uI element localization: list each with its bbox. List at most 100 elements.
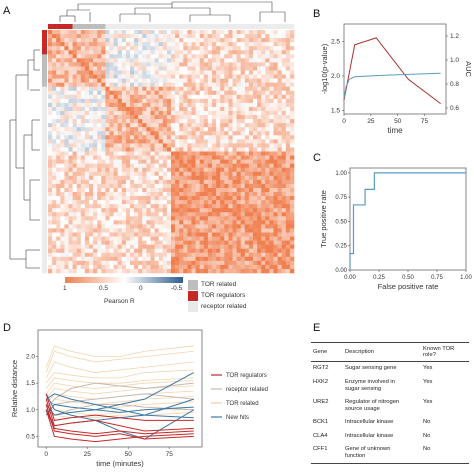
- heatmap-cell: [216, 30, 221, 35]
- heatmap-cell: [117, 123, 123, 128]
- heatmap-cell: [171, 220, 176, 225]
- heatmap-cell: [56, 167, 61, 173]
- heatmap-cell: [76, 187, 82, 193]
- heatmap-cell: [191, 123, 196, 128]
- heatmap-cell: [224, 175, 229, 181]
- heatmap-cell: [158, 151, 164, 156]
- heatmap-cell: [199, 208, 205, 213]
- heatmap-cell: [68, 94, 73, 100]
- heatmap-cell: [228, 175, 233, 181]
- heatmap-cell: [199, 74, 205, 79]
- heatmap-cell: [253, 74, 258, 79]
- heatmap-cell: [109, 224, 114, 229]
- heatmap-cell: [269, 204, 274, 209]
- heatmap-cell: [154, 147, 159, 152]
- heatmap-cell: [175, 192, 180, 197]
- heatmap-cell: [216, 42, 221, 47]
- heatmap-cell: [281, 264, 287, 270]
- heatmap-cell: [146, 90, 151, 96]
- heatmap-cell: [142, 34, 147, 39]
- heatmap-cell: [261, 115, 266, 120]
- heatmap-cell: [125, 42, 131, 47]
- heatmap-cell: [113, 74, 118, 79]
- heatmap-cell: [273, 232, 278, 237]
- heatmap-cell: [134, 268, 139, 274]
- heatmap-cell: [257, 192, 262, 197]
- heatmap-cell: [195, 204, 200, 209]
- heatmap-cell: [248, 102, 254, 108]
- heatmap-cell: [248, 260, 254, 266]
- heatmap-cell: [244, 208, 250, 213]
- heatmap-cell: [273, 236, 278, 241]
- heatmap-cell: [52, 192, 57, 197]
- gene-table: Gene Description Known TOR role? RGT2 Sug…: [311, 342, 469, 465]
- heatmap-cell: [76, 70, 82, 75]
- heatmap-cell: [121, 167, 127, 173]
- heatmap-cell: [281, 224, 287, 229]
- heatmap-cell: [101, 143, 106, 148]
- heatmap-cell: [48, 135, 53, 140]
- heatmap-cell: [146, 62, 151, 67]
- heatmap-cell: [56, 127, 61, 132]
- heatmap-cell: [48, 30, 53, 35]
- heatmap-cell: [134, 192, 139, 197]
- heatmap-cell: [248, 204, 254, 209]
- heatmap-cell: [101, 98, 106, 104]
- heatmap-cell: [253, 192, 258, 197]
- heatmap-cell: [166, 54, 172, 59]
- heatmap-cell: [105, 139, 110, 144]
- heatmap-cell: [166, 268, 172, 274]
- heatmap-cell: [199, 86, 205, 92]
- heatmap-cell: [166, 46, 172, 51]
- heatmap-cell: [224, 236, 229, 241]
- heatmap-cell: [257, 46, 262, 51]
- heatmap-cell: [212, 155, 217, 160]
- heatmap-cell: [212, 135, 217, 140]
- heatmap-cell: [244, 159, 250, 164]
- heatmap-cell: [101, 94, 106, 100]
- annotation-cell: [89, 24, 94, 29]
- heatmap-cell: [236, 131, 241, 136]
- heatmap-cell: [289, 90, 295, 96]
- heatmap-cell: [253, 244, 258, 249]
- heatmap-cell: [162, 90, 168, 96]
- heatmap-cell: [203, 248, 209, 254]
- heatmap-cell: [285, 90, 291, 96]
- heatmap-cell: [220, 94, 225, 100]
- heatmap-cell: [285, 111, 291, 116]
- heatmap-cell: [265, 264, 270, 270]
- heatmap-cell: [154, 139, 159, 144]
- heatmap-cell: [240, 70, 246, 75]
- heatmap-cell: [207, 70, 213, 75]
- heatmap-cell: [48, 264, 53, 270]
- heatmap-cell: [84, 264, 90, 270]
- heatmap-cell: [162, 155, 168, 160]
- heatmap-cell: [289, 244, 295, 249]
- heatmap-cell: [183, 240, 188, 245]
- heatmap-cell: [273, 50, 278, 55]
- heatmap-cell: [273, 147, 278, 152]
- heatmap-cell: [216, 179, 221, 185]
- legend-label: New hits: [226, 415, 249, 421]
- heatmap-cell: [232, 224, 237, 229]
- heatmap-cell: [154, 200, 159, 205]
- heatmap-cell: [72, 248, 77, 254]
- heatmap-cell: [195, 66, 200, 71]
- heatmap-cell: [158, 131, 164, 136]
- gene-cell: RGT2: [313, 365, 329, 372]
- heatmap-cell: [125, 119, 131, 124]
- heatmap-cell: [257, 119, 262, 124]
- heatmap-cell: [154, 236, 159, 241]
- description-cell: Intracellular kinase: [343, 416, 421, 429]
- heatmap-cell: [261, 155, 266, 160]
- heatmap-cell: [236, 228, 241, 233]
- heatmap-cell: [60, 268, 65, 274]
- heatmap-cell: [158, 106, 164, 112]
- heatmap-cell: [162, 228, 168, 233]
- heatmap-cell: [105, 155, 110, 160]
- heatmap-cell: [121, 192, 127, 197]
- heatmap-cell: [101, 179, 106, 185]
- heatmap-cell: [228, 224, 233, 229]
- heatmap-cell: [277, 240, 282, 245]
- gene-cell: BCK1: [313, 419, 329, 426]
